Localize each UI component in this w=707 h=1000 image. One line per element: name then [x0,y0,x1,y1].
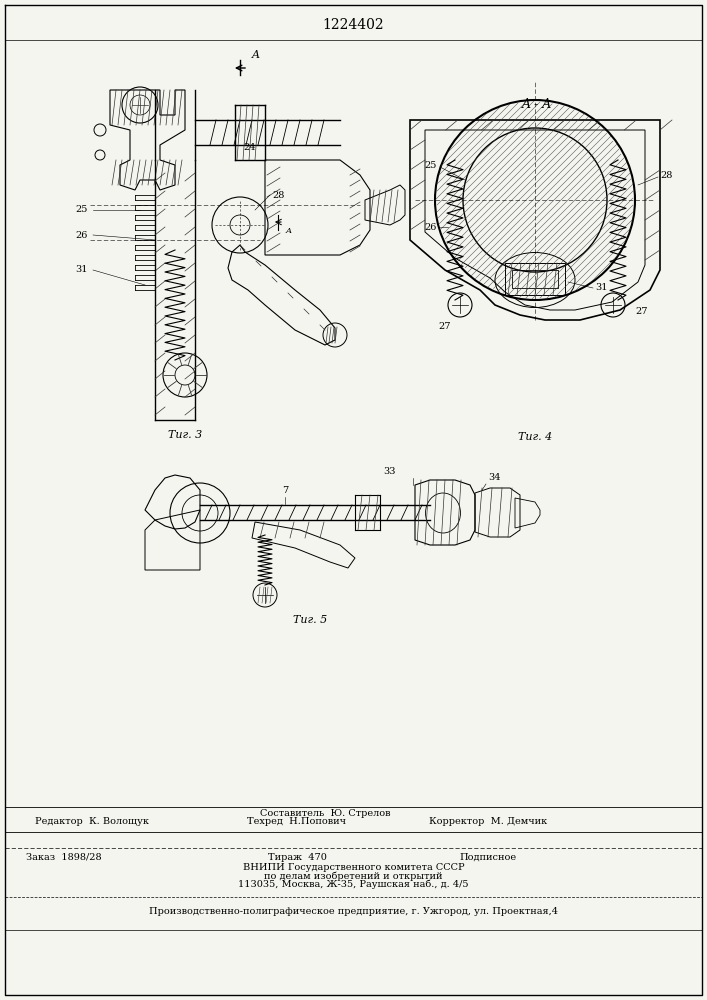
Text: по делам изобретений и открытий: по делам изобретений и открытий [264,871,443,881]
Text: 25: 25 [425,160,437,169]
Text: 7: 7 [282,486,288,495]
Text: Производственно-полиграфическое предприятие, г. Ужгород, ул. Проектная,4: Производственно-полиграфическое предприя… [149,906,558,916]
Text: Техред  Н.Попович: Техред Н.Попович [247,818,346,826]
Text: Заказ  1898/28: Заказ 1898/28 [26,852,101,861]
Text: 25: 25 [76,206,88,215]
Text: 33: 33 [384,467,396,476]
Text: ВНИПИ Государственного комитета СССР: ВНИПИ Государственного комитета СССР [243,863,464,872]
Text: Тираж  470: Тираж 470 [267,852,327,861]
Text: 34: 34 [488,473,501,482]
Text: 28: 28 [660,170,672,180]
Text: Корректор  М. Демчик: Корректор М. Демчик [428,818,547,826]
Text: 24: 24 [244,143,256,152]
Bar [505,263,565,295]
Text: 26: 26 [425,223,437,232]
Text: Τиг. 4: Τиг. 4 [518,432,552,442]
Text: Τиг. 3: Τиг. 3 [168,430,202,440]
Text: 1224402: 1224402 [322,18,384,32]
Text: A - A: A - A [522,99,552,111]
Text: 27: 27 [439,322,451,331]
Text: Подписное: Подписное [460,852,516,861]
Text: A: A [286,227,292,235]
Text: 113035, Москва, Ж-35, Раушская наб., д. 4/5: 113035, Москва, Ж-35, Раушская наб., д. … [238,879,469,889]
Text: 31: 31 [595,284,607,292]
Text: 26: 26 [76,231,88,239]
Text: 28: 28 [272,190,284,200]
Bar [512,270,558,288]
Text: 27: 27 [635,308,648,316]
Text: 31: 31 [76,265,88,274]
Text: Τиг. 5: Τиг. 5 [293,615,327,625]
Text: A: A [252,50,260,60]
Text: Редактор  К. Волощук: Редактор К. Волощук [35,818,149,826]
Text: Составитель  Ю. Стрелов: Составитель Ю. Стрелов [260,810,390,818]
